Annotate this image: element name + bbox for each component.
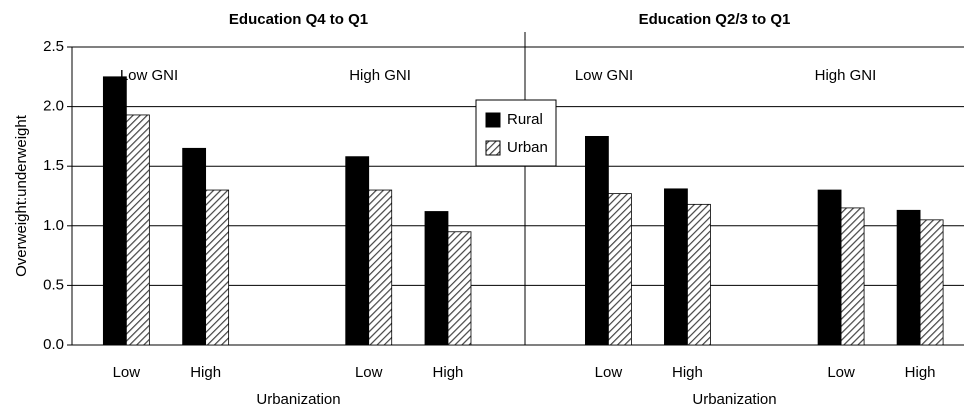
legend-box [475, 99, 557, 167]
x-tick-label: Low [113, 364, 141, 381]
legend: Rural Urban [475, 99, 557, 167]
legend-label: Rural [507, 111, 543, 128]
x-tick-label: High [433, 364, 464, 381]
bar [919, 219, 944, 346]
y-tick-label: 0.0 [43, 336, 64, 353]
legend-label: Urban [507, 139, 548, 156]
group-label: High GNI [815, 67, 877, 84]
bar [424, 211, 449, 346]
y-tick-label: 1.0 [43, 217, 64, 234]
bar [125, 114, 150, 346]
bar [102, 76, 127, 346]
bar [585, 135, 609, 346]
x-tick-label: Low [355, 364, 383, 381]
y-axis-label: Overweight:underweight [13, 114, 30, 277]
y-tick-label: 2.0 [43, 98, 64, 115]
x-axis-label: Urbanization [256, 391, 340, 408]
legend-swatch [485, 112, 501, 128]
bar [345, 156, 370, 346]
bar [817, 189, 842, 346]
x-tick-label: High [905, 364, 936, 381]
bar [840, 207, 865, 346]
legend-swatch [485, 140, 501, 156]
x-tick-label: Low [595, 364, 623, 381]
bar [664, 188, 688, 346]
bar [368, 189, 393, 346]
bar [687, 203, 711, 346]
group-label: Low GNI [120, 67, 178, 84]
x-axis-label: Urbanization [692, 391, 776, 408]
y-tick-label: 0.5 [43, 276, 64, 293]
bar [205, 189, 230, 346]
panel-title: Education Q4 to Q1 [229, 11, 368, 28]
group-label: High GNI [349, 67, 411, 84]
x-tick-label: High [672, 364, 703, 381]
panel-title: Education Q2/3 to Q1 [639, 11, 791, 28]
group-label: Low GNI [575, 67, 633, 84]
x-tick-label: High [190, 364, 221, 381]
y-tick-label: 1.5 [43, 157, 64, 174]
y-tick-label: 2.5 [43, 38, 64, 55]
x-tick-label: Low [827, 364, 855, 381]
bar [182, 147, 207, 346]
bar [447, 231, 472, 346]
bar [608, 193, 632, 346]
bar [896, 209, 921, 346]
